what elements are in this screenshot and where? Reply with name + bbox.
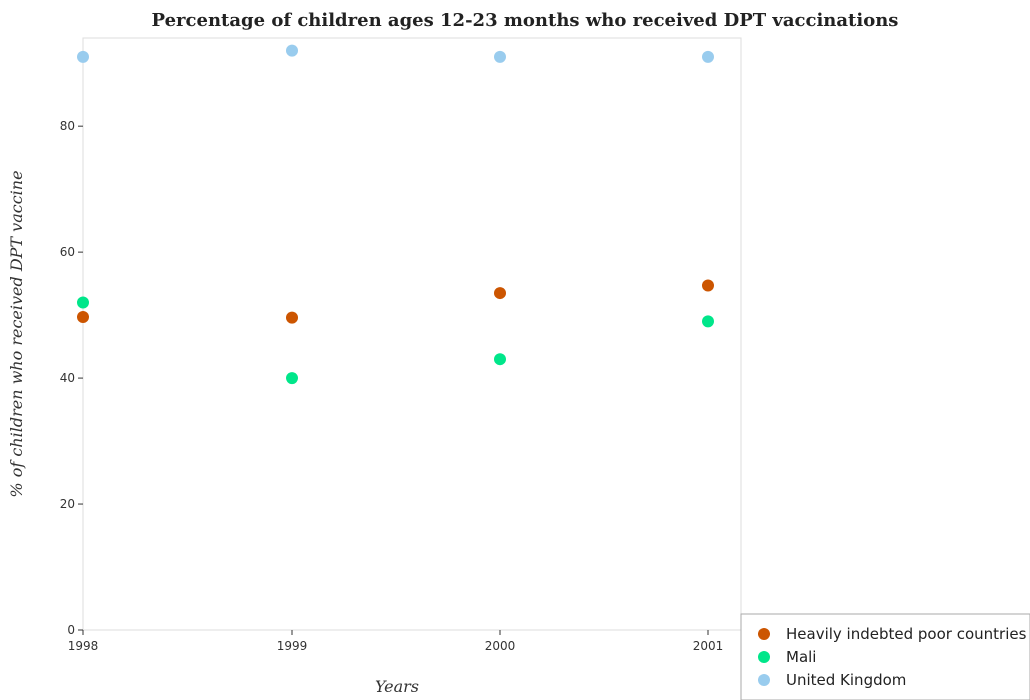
y-axis: 0 20 40 60 80: [60, 119, 83, 637]
y-axis-label: % of children who received DPT vaccine: [7, 170, 26, 497]
x-tick-label: 1998: [68, 639, 99, 653]
x-tick-label: 2001: [693, 639, 724, 653]
y-tick-label: 80: [60, 119, 75, 133]
y-tick-label: 20: [60, 497, 75, 511]
data-point-0-1: [286, 311, 298, 324]
legend: Heavily indebted poor countries Mali Unite…: [740, 613, 1030, 700]
legend-label-2: United Kingdom: [786, 671, 906, 689]
data-points: [77, 44, 714, 385]
x-tick-label: 1999: [277, 639, 308, 653]
data-point-1-0: [77, 296, 89, 309]
legend-marker-1: [758, 651, 770, 663]
chart-title: Percentage of children ages 12-23 months…: [152, 10, 899, 31]
y-tick-label: 60: [60, 245, 75, 259]
data-point-2-3: [702, 50, 714, 63]
data-point-1-1: [286, 372, 298, 385]
y-tick-label: 0: [67, 623, 75, 637]
data-point-2-1: [286, 44, 298, 57]
legend-label-1: Mali: [786, 648, 816, 666]
data-point-1-2: [494, 353, 506, 366]
data-point-2-0: [77, 50, 89, 63]
legend-box: [740, 613, 1030, 700]
legend-label-0: Heavily indebted poor countries: [786, 625, 1027, 643]
x-tick-label: 2000: [485, 639, 516, 653]
data-point-0-0: [77, 310, 89, 323]
data-point-2-2: [494, 50, 506, 63]
data-point-1-3: [702, 315, 714, 328]
data-point-0-3: [702, 279, 714, 292]
data-point-0-2: [494, 287, 506, 300]
x-axis-label: Years: [375, 677, 419, 696]
plot-area: [82, 37, 742, 631]
x-axis: 1998 1999 2000 2001: [68, 630, 724, 653]
legend-marker-0: [758, 628, 770, 640]
legend-marker-2: [758, 674, 770, 686]
y-tick-label: 40: [60, 371, 75, 385]
